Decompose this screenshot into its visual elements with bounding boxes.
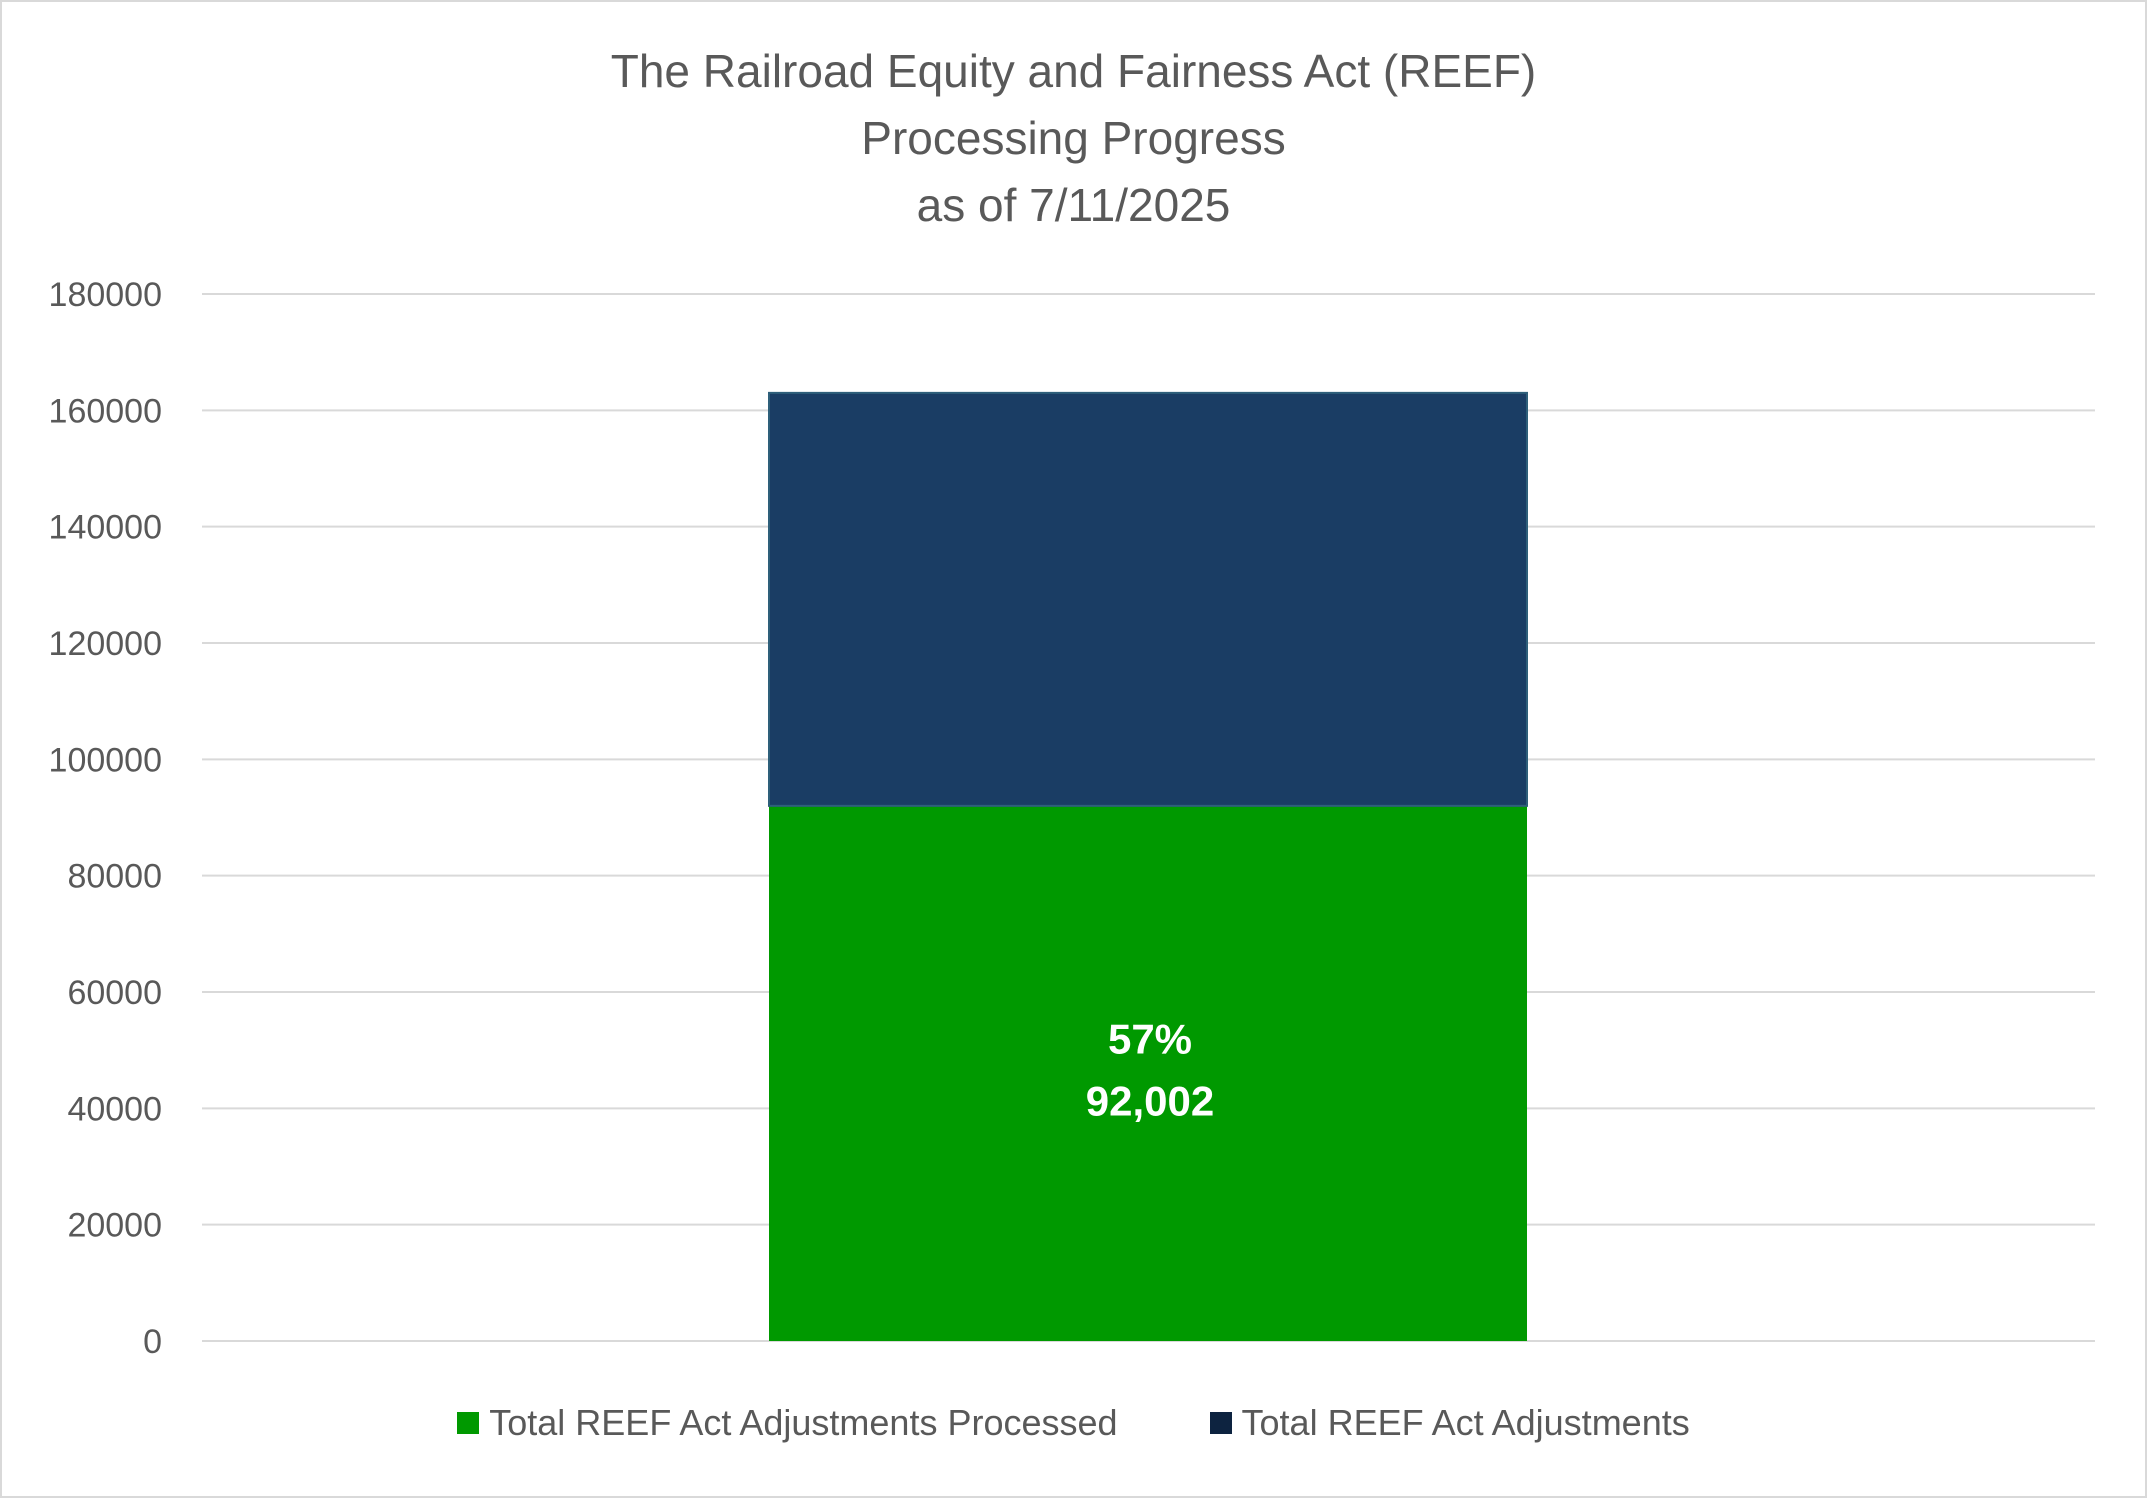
- y-tick-label-40000: 40000: [67, 1090, 162, 1128]
- y-tick-label-0: 0: [143, 1323, 162, 1361]
- legend: Total REEF Act Adjustments Processed Tot…: [0, 1402, 2147, 1444]
- legend-item-processed: Total REEF Act Adjustments Processed: [457, 1402, 1118, 1444]
- y-tick-label-180000: 180000: [49, 276, 162, 314]
- y-axis-tick-labels: 0 20000 40000 60000 80000 100000 120000 140000 1…: [49, 276, 162, 1361]
- chart-title-line-3: as of 7/11/2025: [916, 179, 1231, 231]
- legend-item-total: Total REEF Act Adjustments: [1209, 1402, 1690, 1444]
- y-tick-label-20000: 20000: [67, 1207, 162, 1245]
- legend-label-total: Total REEF Act Adjustments: [1241, 1402, 1690, 1443]
- y-tick-label-80000: 80000: [67, 858, 162, 896]
- legend-label-processed: Total REEF Act Adjustments Processed: [489, 1402, 1118, 1443]
- data-label-value: 92,002: [1086, 1077, 1214, 1124]
- legend-swatch-processed: [457, 1412, 480, 1434]
- y-tick-label-160000: 160000: [49, 392, 162, 430]
- data-label-percent: 57%: [1108, 1015, 1192, 1062]
- bar-segment-total: [768, 391, 1528, 807]
- data-labels: 57% 92,002: [1086, 1015, 1214, 1124]
- y-tick-label-120000: 120000: [49, 625, 162, 663]
- y-tick-label-100000: 100000: [49, 741, 162, 779]
- y-tick-label-140000: 140000: [49, 509, 162, 547]
- chart-title: The Railroad Equity and Fairness Act (RE…: [0, 38, 2147, 239]
- chart-title-line-2: Processing Progress: [861, 112, 1286, 164]
- y-tick-label-60000: 60000: [67, 974, 162, 1012]
- bar-segment-processed: [769, 805, 1527, 1341]
- chart-title-line-1: The Railroad Equity and Fairness Act (RE…: [610, 45, 1537, 97]
- bars: [768, 391, 1528, 1341]
- legend-swatch-total: [1209, 1412, 1232, 1434]
